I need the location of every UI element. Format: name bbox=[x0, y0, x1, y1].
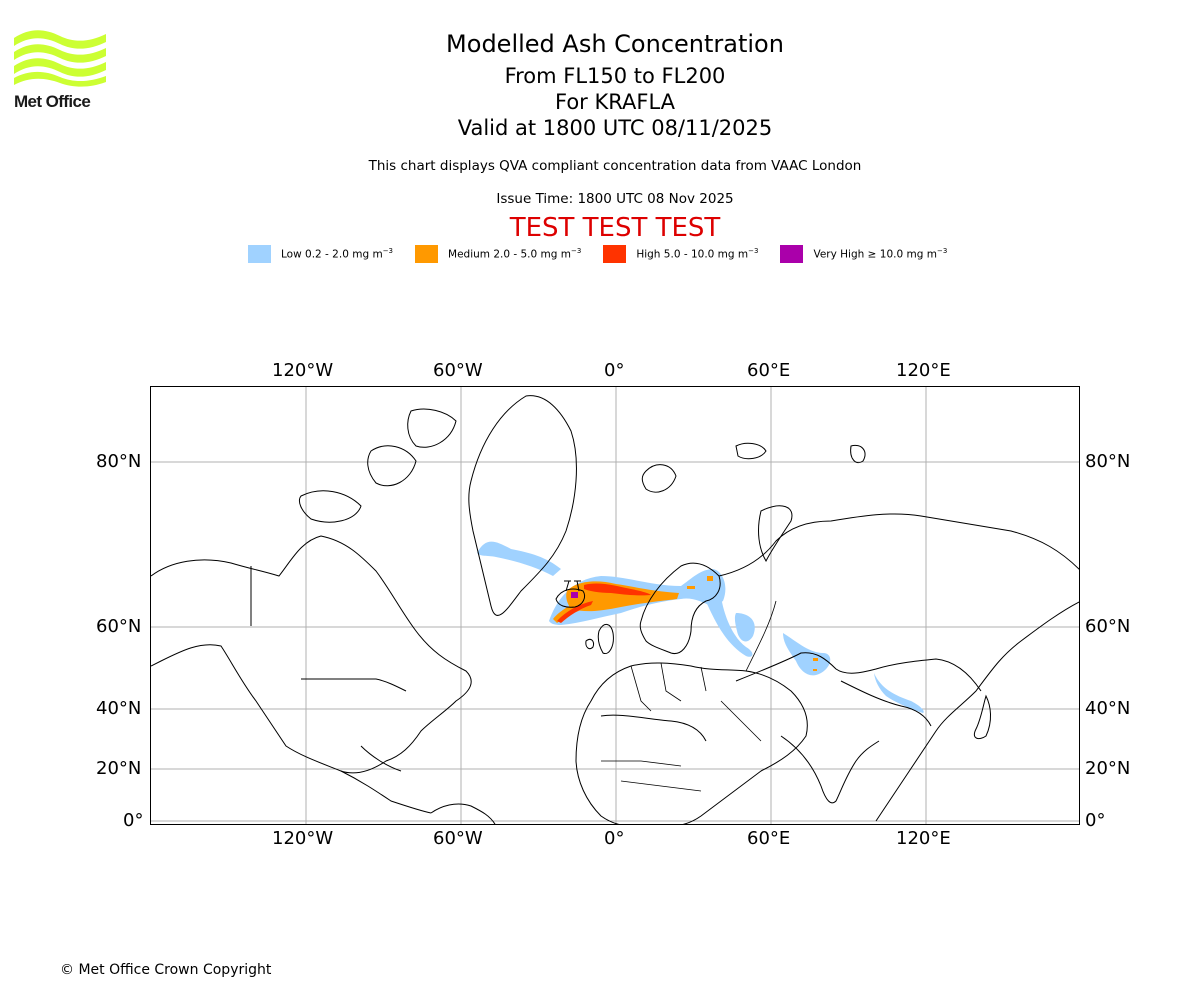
left-lat-label: 80°N bbox=[96, 451, 142, 472]
left-lat-label: 40°N bbox=[96, 698, 142, 719]
concentration-legend: Low 0.2 - 2.0 mg m−3 Medium 2.0 - 5.0 mg… bbox=[248, 244, 969, 264]
left-lat-label: 60°N bbox=[96, 616, 142, 637]
wave-logo-icon bbox=[14, 30, 106, 87]
valid-time: Valid at 1800 UTC 08/11/2025 bbox=[457, 116, 773, 140]
legend-item-very-high: Very High ≥ 10.0 mg m−3 bbox=[780, 245, 947, 263]
right-lat-label: 0° bbox=[1085, 810, 1106, 831]
right-lat-label: 80°N bbox=[1085, 451, 1131, 472]
high-swatch-icon bbox=[603, 245, 627, 263]
right-lat-label: 60°N bbox=[1085, 616, 1131, 637]
legend-label-low: Low 0.2 - 2.0 mg m bbox=[281, 248, 383, 261]
map-canvas bbox=[151, 387, 1079, 824]
right-lat-label: 40°N bbox=[1085, 698, 1131, 719]
test-banner: TEST TEST TEST bbox=[509, 213, 721, 243]
coastlines bbox=[151, 395, 1079, 824]
legend-label-medium: Medium 2.0 - 5.0 mg m bbox=[448, 248, 571, 261]
legend-label-high: High 5.0 - 10.0 mg m bbox=[636, 248, 749, 261]
legend-label-very-high: Very High ≥ 10.0 mg m bbox=[813, 248, 937, 261]
bottom-lon-label: 120°E bbox=[896, 828, 951, 849]
left-lat-label: 20°N bbox=[96, 758, 142, 779]
volcano-name: For KRAFLA bbox=[555, 90, 675, 114]
chart-title: Modelled Ash Concentration bbox=[446, 30, 784, 58]
ash-high-areas bbox=[557, 583, 651, 623]
met-office-logo: Met Office bbox=[14, 30, 106, 112]
bottom-lon-label: 0° bbox=[604, 828, 625, 849]
logo-text: Met Office bbox=[14, 92, 91, 111]
flight-level-range: From FL150 to FL200 bbox=[504, 64, 726, 88]
legend-item-high: High 5.0 - 10.0 mg m−3 bbox=[603, 245, 758, 263]
very-high-swatch-icon bbox=[780, 245, 804, 263]
top-lon-label: 120°W bbox=[272, 360, 334, 381]
legend-item-medium: Medium 2.0 - 5.0 mg m−3 bbox=[415, 245, 581, 263]
ash-very-high-area bbox=[571, 592, 578, 598]
top-lon-label: 60°E bbox=[747, 360, 791, 381]
chart-description: This chart displays QVA compliant concen… bbox=[368, 158, 862, 174]
right-lat-label: 20°N bbox=[1085, 758, 1131, 779]
ash-concentration-map[interactable] bbox=[150, 386, 1080, 825]
top-lon-label: 0° bbox=[604, 360, 625, 381]
low-swatch-icon bbox=[248, 245, 271, 263]
gridlines bbox=[151, 387, 1079, 824]
bottom-lon-label: 60°W bbox=[433, 828, 483, 849]
copyright-notice: © Met Office Crown Copyright bbox=[60, 962, 272, 978]
top-lon-label: 60°W bbox=[433, 360, 483, 381]
medium-swatch-icon bbox=[415, 245, 439, 263]
top-lon-label: 120°E bbox=[896, 360, 951, 381]
bottom-lon-label: 60°E bbox=[747, 828, 791, 849]
bottom-lon-label: 120°W bbox=[272, 828, 334, 849]
legend-item-low: Low 0.2 - 2.0 mg m−3 bbox=[248, 245, 393, 263]
issue-time: Issue Time: 1800 UTC 08 Nov 2025 bbox=[496, 191, 734, 207]
country-borders bbox=[601, 600, 777, 792]
left-lat-label: 0° bbox=[123, 810, 144, 831]
